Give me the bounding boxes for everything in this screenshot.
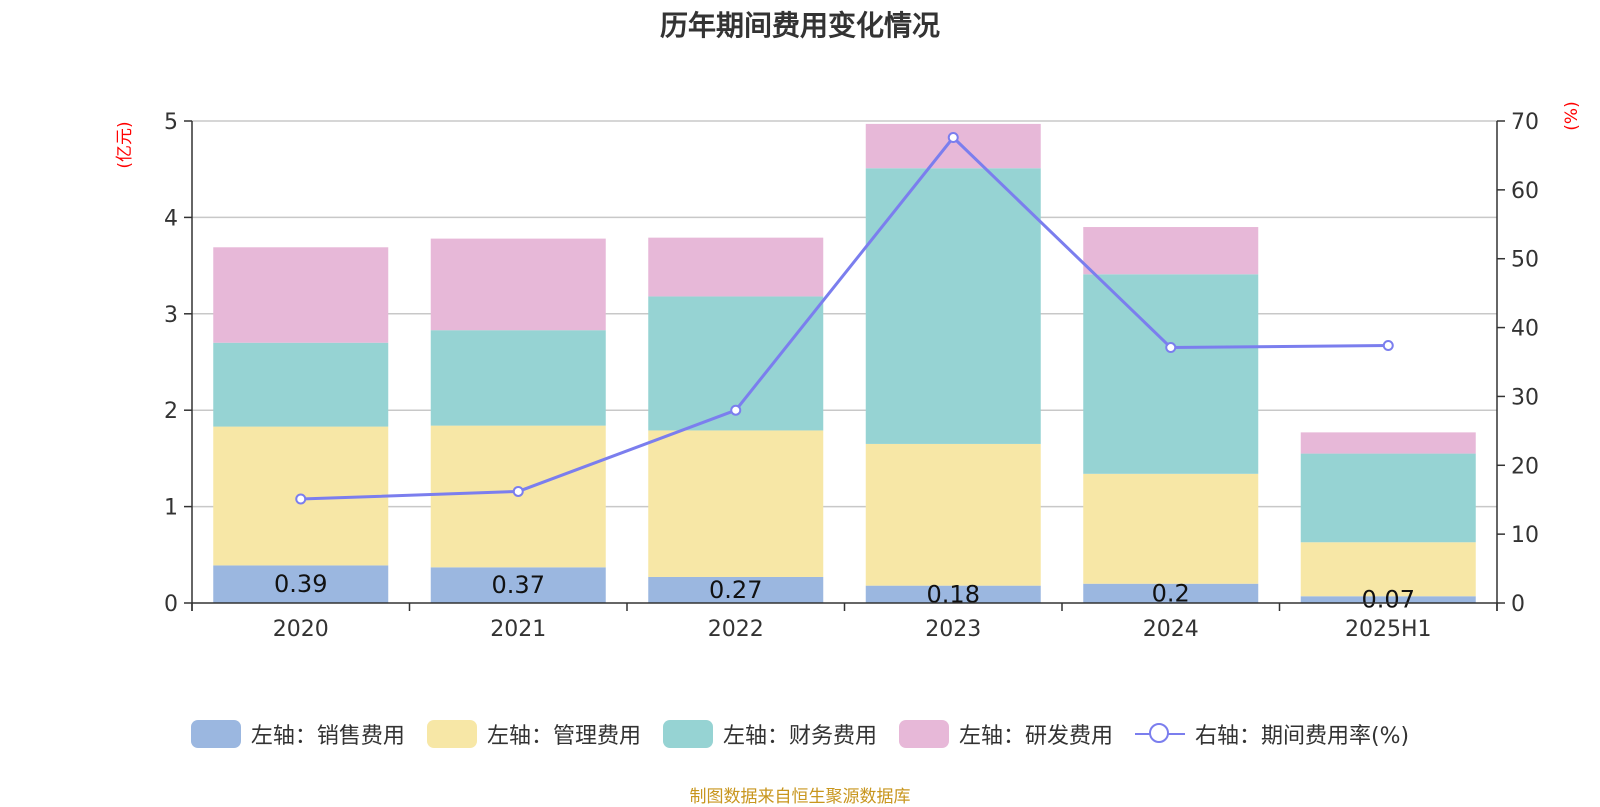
bar-segment xyxy=(430,330,606,426)
right-axis-tick-label: 10 xyxy=(1511,523,1539,548)
x-axis-tick-label: 2025H1 xyxy=(1345,617,1432,642)
x-axis-tick-label: 2024 xyxy=(1143,617,1199,642)
x-axis-tick-label: 2023 xyxy=(925,617,981,642)
bar-segment xyxy=(865,168,1041,444)
bar-series xyxy=(213,123,1476,603)
left-axis-tick-label: 3 xyxy=(164,303,178,328)
grid-lines xyxy=(192,120,1497,508)
bar-segment xyxy=(1300,542,1476,597)
legend-line-marker-icon xyxy=(1134,720,1185,748)
bar-segment xyxy=(865,123,1041,169)
legend-item-selling[interactable]: 左轴：销售费用 xyxy=(190,718,405,750)
bar-segment xyxy=(213,247,389,343)
bar-segment xyxy=(1083,274,1259,474)
data-labels: 0.39 0.37 0.27 0.18 0.2 0.07 xyxy=(274,570,1415,613)
bar-segment xyxy=(865,443,1041,586)
bar-segment xyxy=(1083,227,1259,275)
right-axis-tick-label: 40 xyxy=(1511,317,1539,342)
legend-swatch-selling xyxy=(190,720,241,748)
x-axis-tick-label: 2020 xyxy=(273,617,329,642)
right-axis-tick-label: 0 xyxy=(1511,592,1525,617)
legend-item-finance[interactable]: 左轴：财务费用 xyxy=(662,718,877,750)
bar-segment xyxy=(648,430,824,577)
right-axis-tick-label: 50 xyxy=(1511,248,1539,273)
rate-line-series xyxy=(295,132,1394,505)
rate-line-point xyxy=(512,485,524,497)
rate-line-point xyxy=(1165,342,1177,354)
bar-segment xyxy=(1083,583,1259,603)
right-axis-tick-label: 20 xyxy=(1511,454,1539,479)
right-axis-tick-label: 60 xyxy=(1511,179,1539,204)
bar-segment xyxy=(1300,432,1476,454)
x-axis-tick-label: 2021 xyxy=(490,617,546,642)
chart-plot: (亿元) (%) 0.39 0.37 0.27 0.18 0.2 0.07 0123450… xyxy=(115,101,1582,642)
legend-item-admin[interactable]: 左轴：管理费用 xyxy=(426,718,641,750)
bar-segment xyxy=(213,565,389,603)
bar-segment xyxy=(1300,453,1476,543)
bar-segment xyxy=(1083,473,1259,584)
rate-line-point xyxy=(295,493,307,505)
right-axis-unit: (%) xyxy=(1562,101,1582,130)
right-axis-tick-label: 30 xyxy=(1511,385,1539,410)
bar-segment xyxy=(430,567,606,603)
legend-swatch-finance xyxy=(662,720,713,748)
bar-segment xyxy=(213,342,389,427)
rate-line-point xyxy=(947,132,959,144)
bar-data-label: 0.39 xyxy=(274,570,327,598)
bar-segment xyxy=(430,238,606,331)
left-axis-tick-label: 4 xyxy=(164,206,178,231)
bar-data-label: 0.27 xyxy=(709,576,762,604)
bar-segment xyxy=(1300,596,1476,603)
legend-swatch-rd xyxy=(898,720,949,748)
legend-label-admin: 左轴：管理费用 xyxy=(486,724,641,749)
legend-label-rd: 左轴：研发费用 xyxy=(958,724,1113,749)
left-axis-tick-label: 1 xyxy=(164,496,178,521)
bar-data-label: 0.07 xyxy=(1362,586,1415,614)
chart-title: 历年期间费用变化情况 xyxy=(659,9,940,42)
left-axis-tick-label: 0 xyxy=(164,592,178,617)
legend-swatch-admin xyxy=(426,720,477,748)
x-axis-tick-label: 2022 xyxy=(708,617,764,642)
bar-segment xyxy=(648,237,824,297)
left-axis-unit: (亿元) xyxy=(115,121,135,168)
legend-label-finance: 左轴：财务费用 xyxy=(722,724,877,749)
legend-item-rate[interactable]: 右轴：期间费用率(%) xyxy=(1134,718,1410,750)
rate-line-point xyxy=(730,404,742,416)
legend-label-selling: 左轴：销售费用 xyxy=(250,724,405,749)
rate-line xyxy=(300,135,1389,501)
left-axis-tick-label: 5 xyxy=(164,110,178,135)
left-axis-tick-label: 2 xyxy=(164,399,178,424)
data-source-note: 制图数据来自恒生聚源数据库 xyxy=(689,787,911,807)
bar-data-label: 0.37 xyxy=(492,571,545,599)
bar-segment xyxy=(865,585,1041,603)
chart-legend: 左轴：销售费用 左轴：管理费用 左轴：财务费用 左轴：研发费用 右轴：期间费用率… xyxy=(0,718,1600,750)
legend-item-rd[interactable]: 左轴：研发费用 xyxy=(898,718,1113,750)
rate-line-point xyxy=(1382,339,1394,351)
bar-data-label: 0.18 xyxy=(927,580,980,608)
bar-segment xyxy=(648,576,824,603)
right-axis-tick-label: 70 xyxy=(1511,110,1539,135)
legend-label-rate: 右轴：期间费用率(%) xyxy=(1194,724,1410,749)
